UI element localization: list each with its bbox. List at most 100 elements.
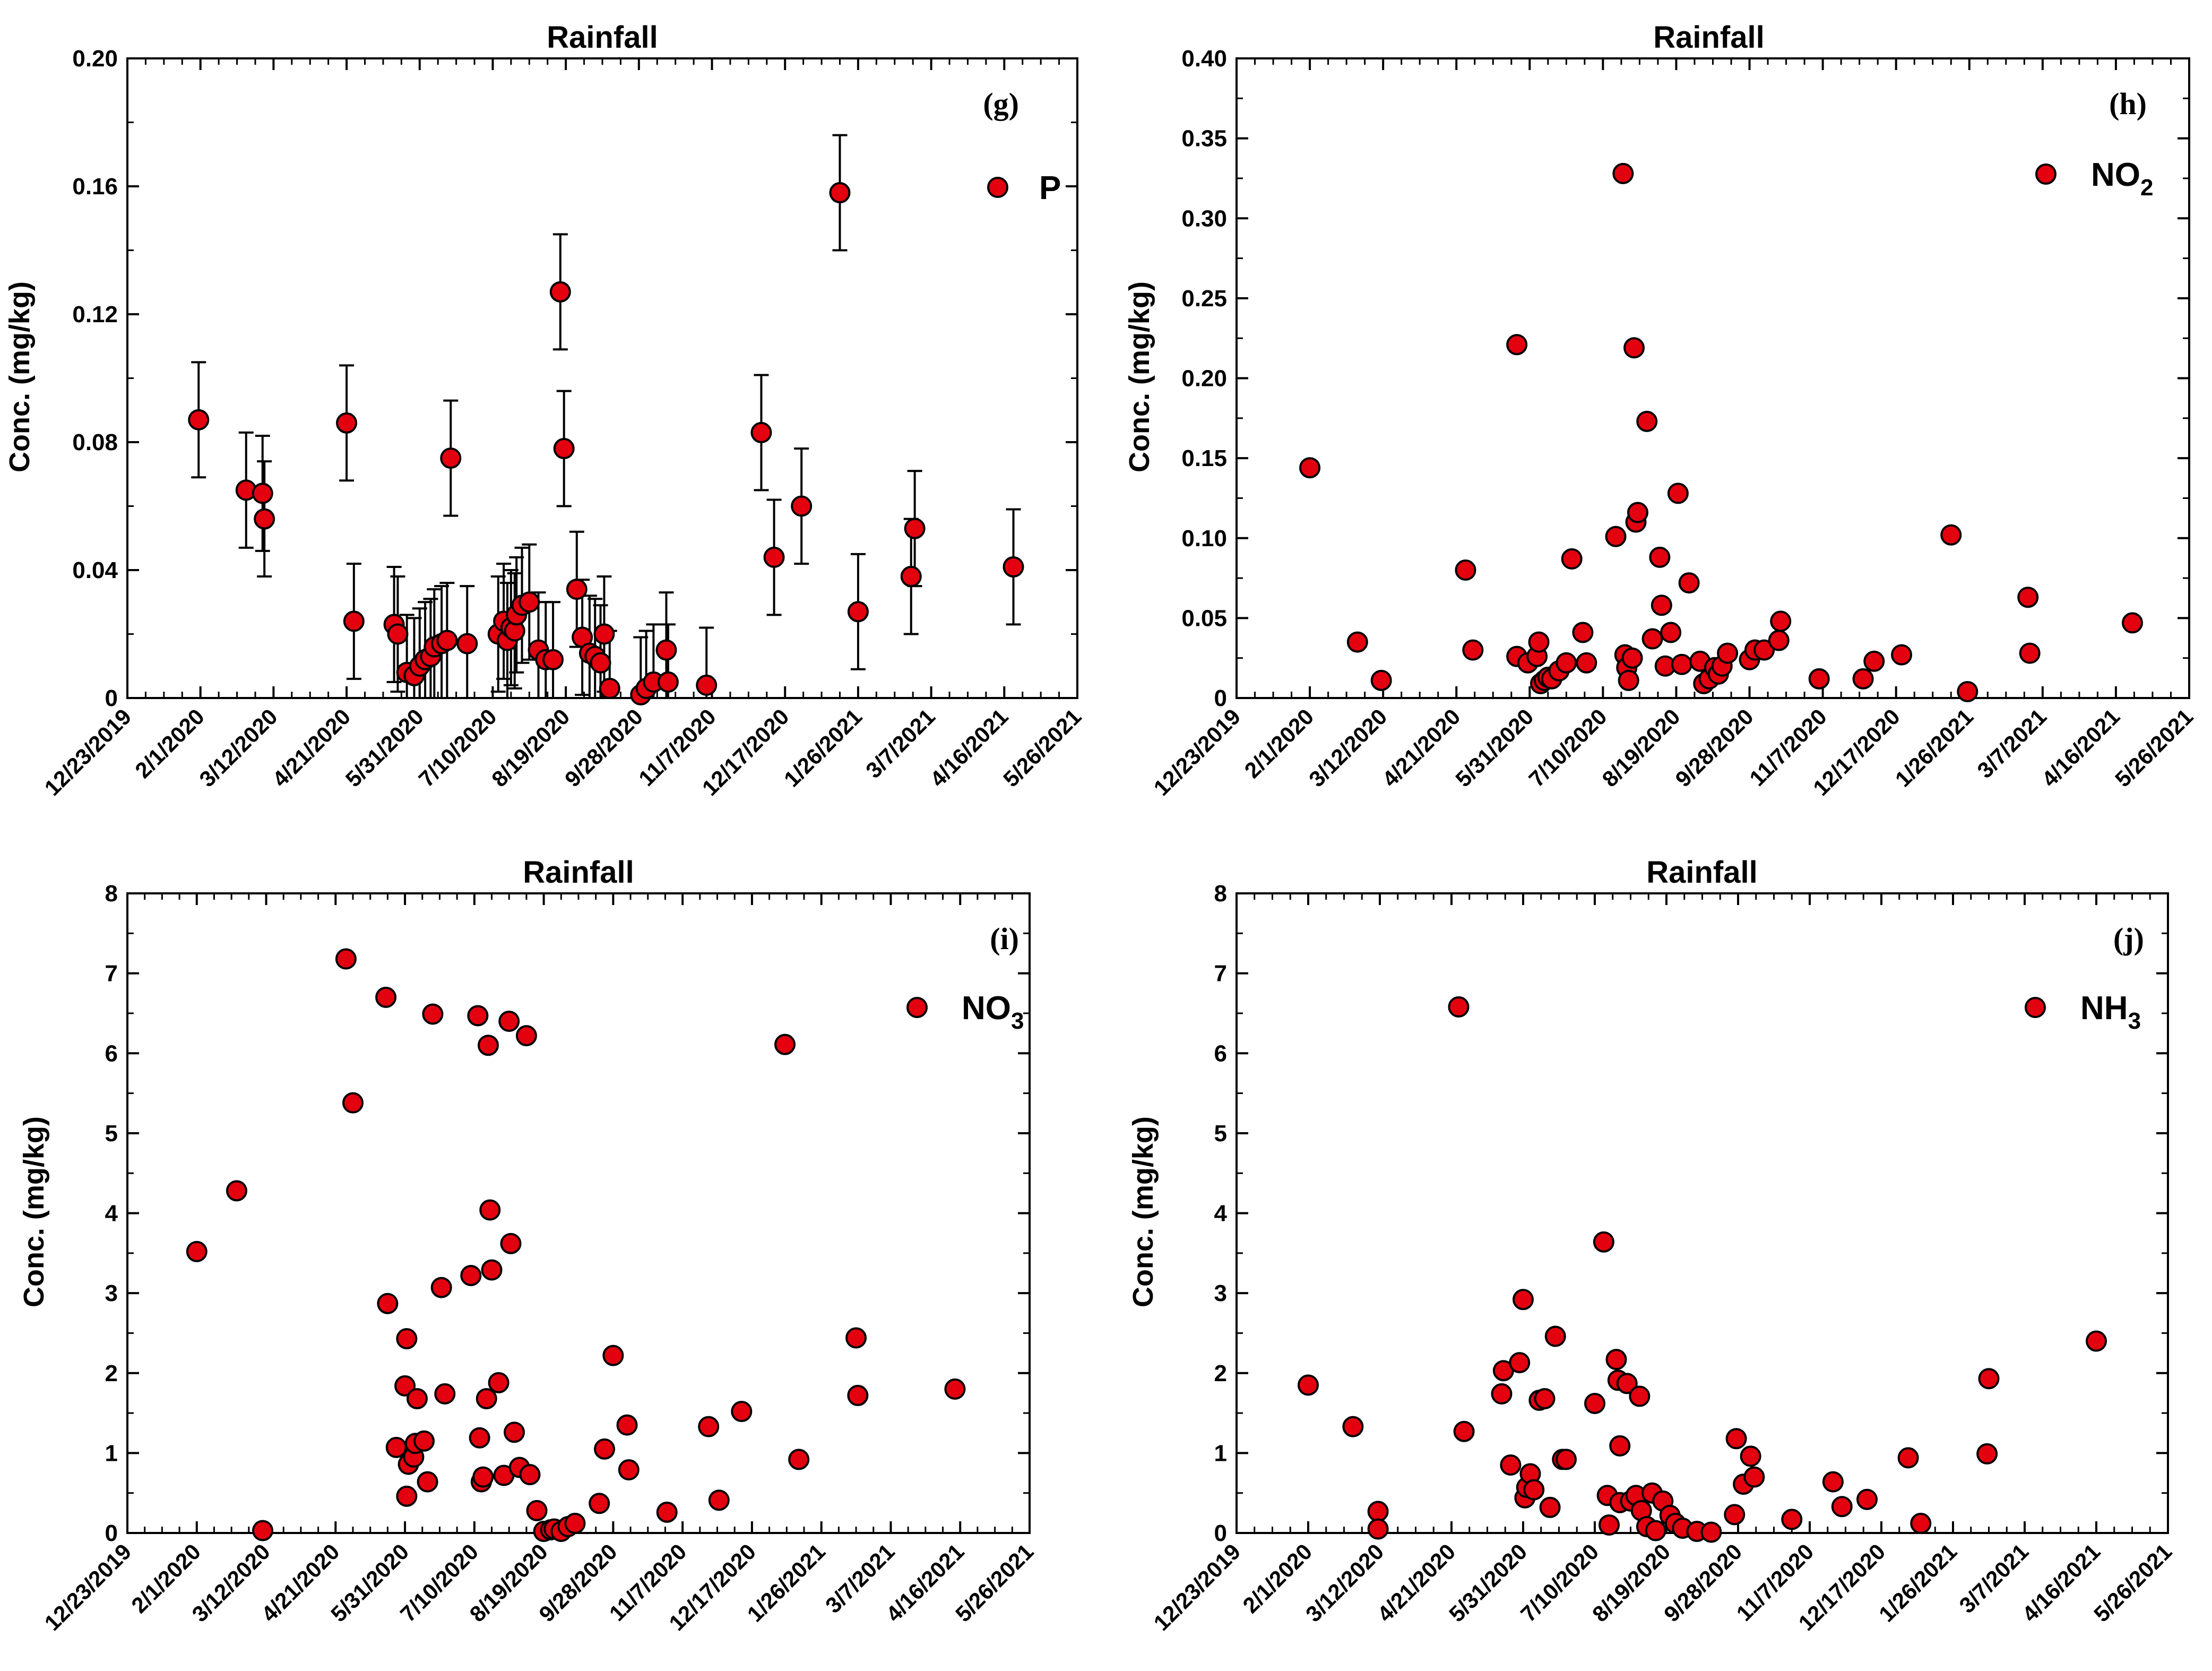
data-point xyxy=(377,1293,399,1314)
x-tick-label: 5/31/2020 xyxy=(1444,1539,1532,1626)
data-point xyxy=(1629,1385,1651,1407)
data-point xyxy=(1957,681,1978,702)
panel-label: (h) xyxy=(2109,87,2147,121)
y-axis-label: Conc. (mg/kg) xyxy=(1124,281,1155,472)
x-tick-label: 4/16/2021 xyxy=(2037,704,2124,791)
data-point xyxy=(1627,502,1648,523)
y-tick-label: 0.08 xyxy=(72,429,118,455)
chart-panel-j: Rainfall Conc. (mg/kg) 0 1 2 3 4 5 6 7 8 12/23/20… xyxy=(1127,855,2176,1635)
data-point xyxy=(618,1459,640,1481)
x-tick-label: 8/19/2020 xyxy=(1597,704,1684,791)
plot-area: 00.040.080.120.160.2012/23/20192/1/20203… xyxy=(39,46,1086,800)
data-point xyxy=(385,1436,407,1458)
y-tick-label: 0.16 xyxy=(72,174,118,200)
data-point xyxy=(1346,631,1368,653)
data-point xyxy=(476,1388,497,1409)
data-point xyxy=(1740,1445,1761,1467)
data-point xyxy=(498,1011,520,1032)
data-point xyxy=(1621,647,1643,669)
data-point xyxy=(1651,595,1672,616)
data-point xyxy=(472,1466,494,1488)
data-point xyxy=(1605,526,1627,547)
data-point xyxy=(1649,546,1671,568)
y-tick-label: 0.20 xyxy=(1181,366,1227,392)
data-point xyxy=(1891,644,1913,666)
chart-title: Rainfall xyxy=(1646,855,1758,890)
y-tick-label: 0 xyxy=(105,685,118,711)
data-point xyxy=(1584,1392,1605,1414)
y-tick-label: 7 xyxy=(105,961,118,987)
data-point xyxy=(1717,642,1739,664)
data-point xyxy=(1556,652,1577,674)
plot-area: 01234567812/23/20192/1/20203/12/20204/21… xyxy=(39,881,1038,1635)
legend-label-main: NO xyxy=(2091,157,2140,193)
legend-marker xyxy=(2035,163,2057,185)
plot-area: 0 0.05 0.10 0.15 0.20 0.25 0.30 0.35 0.40 12/23/2… xyxy=(1148,46,2198,800)
x-tick-label: 8/19/2020 xyxy=(1587,1539,1675,1626)
y-axis-label: Conc. (mg/kg) xyxy=(1127,1116,1159,1307)
x-tick-label: 5/26/2021 xyxy=(2110,704,2198,791)
data-point xyxy=(656,1501,678,1523)
y-tick-label: 4 xyxy=(1214,1201,1228,1227)
x-tick-label: 3/12/2020 xyxy=(1301,1539,1388,1626)
y-tick-label: 0.15 xyxy=(1181,445,1227,471)
x-tick-label: 9/28/2020 xyxy=(560,704,647,791)
data-point xyxy=(478,1035,499,1056)
plot-frame xyxy=(1235,892,2169,1534)
data-point xyxy=(904,518,926,539)
data-point xyxy=(1612,162,1634,184)
data-point xyxy=(549,281,571,303)
legend-marker xyxy=(906,997,928,1018)
x-tick-label: 12/23/2019 xyxy=(39,704,136,800)
data-point xyxy=(436,630,458,651)
legend-label-main: NH xyxy=(2080,990,2128,1027)
x-tick-label: 9/28/2020 xyxy=(1659,1539,1747,1626)
data-point xyxy=(343,610,365,632)
data-point xyxy=(1367,1518,1389,1540)
x-tick-label: 3/12/2020 xyxy=(194,704,282,791)
data-point xyxy=(1576,652,1597,674)
chart-panel-i: Rainfall Conc. (mg/kg) 0 1 2 3 4 5 6 7 8 12/23/20… xyxy=(18,855,1038,1635)
chart-title: Rainfall xyxy=(523,855,634,890)
chart-panel-g: Rainfall Conc. (mg/kg) 0 0.04 0.08 0.12 0.16… xyxy=(4,20,1086,800)
x-tick-label: 7/10/2020 xyxy=(413,704,501,791)
data-point xyxy=(1700,1521,1722,1543)
data-point xyxy=(750,421,772,443)
data-point xyxy=(440,447,462,469)
x-tick-label: 4/16/2021 xyxy=(925,704,1013,791)
data-point xyxy=(335,948,357,970)
data-point xyxy=(186,1241,208,1262)
chart-title: Rainfall xyxy=(547,20,658,55)
data-point xyxy=(2017,587,2039,608)
data-point xyxy=(394,1375,416,1397)
data-point xyxy=(602,1345,624,1366)
x-tick-label: 12/23/2019 xyxy=(1148,704,1245,800)
data-point xyxy=(422,1003,444,1025)
chart-title: Rainfall xyxy=(1653,20,1765,55)
data-point xyxy=(1852,668,1874,690)
data-point xyxy=(1455,559,1476,581)
x-tick-label: 4/21/2020 xyxy=(1372,1539,1460,1626)
data-point xyxy=(590,652,611,674)
data-point xyxy=(413,1430,435,1452)
data-point xyxy=(900,566,922,588)
data-point xyxy=(1491,1383,1513,1405)
y-tick-label: 0.25 xyxy=(1181,286,1227,312)
data-point xyxy=(1509,1352,1531,1374)
data-point xyxy=(1528,631,1550,653)
data-point xyxy=(387,623,409,645)
data-point xyxy=(1645,1520,1666,1541)
data-point xyxy=(1506,334,1528,356)
data-point xyxy=(1978,1368,2000,1390)
x-tick-label: 7/10/2020 xyxy=(1524,704,1611,791)
data-point xyxy=(430,1277,452,1298)
data-point xyxy=(1743,1466,1765,1488)
data-point xyxy=(488,1372,509,1393)
y-tick-label: 0.40 xyxy=(1181,46,1227,72)
data-point xyxy=(657,671,679,693)
data-point xyxy=(226,1180,247,1202)
data-point xyxy=(1940,524,1962,546)
data-point xyxy=(1781,1509,1803,1530)
x-tick-label: 5/26/2021 xyxy=(998,704,1086,791)
legend-label: NO3 xyxy=(962,990,1024,1034)
